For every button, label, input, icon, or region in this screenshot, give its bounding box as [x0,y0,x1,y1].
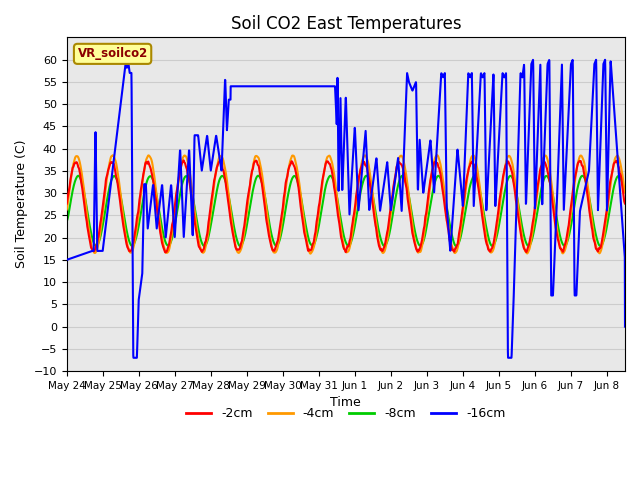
Y-axis label: Soil Temperature (C): Soil Temperature (C) [15,140,28,268]
Text: VR_soilco2: VR_soilco2 [77,48,148,60]
Title: Soil CO2 East Temperatures: Soil CO2 East Temperatures [230,15,461,33]
X-axis label: Time: Time [330,396,361,409]
Legend: -2cm, -4cm, -8cm, -16cm: -2cm, -4cm, -8cm, -16cm [181,402,510,425]
